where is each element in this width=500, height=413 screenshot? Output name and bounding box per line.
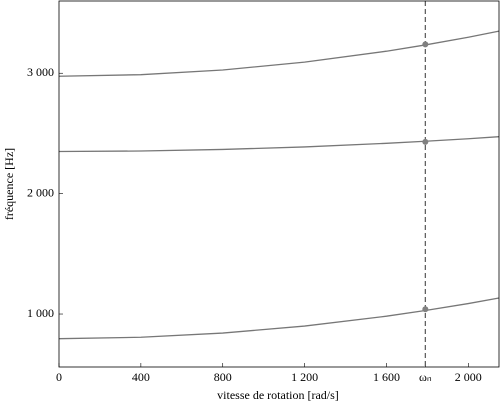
marker-point [422, 41, 429, 48]
x-axis-label: vitesse de rotation [rad/s] [217, 388, 339, 402]
y-tick-label: 1 000 [27, 306, 54, 320]
x-tick-label: 1 200 [291, 370, 318, 384]
x-tick-label: 0 [56, 370, 62, 384]
plot-frame [58, 0, 500, 368]
curve [58, 297, 500, 340]
marker-point [422, 138, 429, 145]
y-axis-label: fréquence [Hz] [2, 148, 16, 220]
x-tick-label: 1 600 [373, 370, 400, 384]
x-tick-label: ωₙ [419, 370, 432, 384]
y-tick-label: 3 000 [27, 65, 54, 79]
x-tick-label: 2 000 [455, 370, 482, 384]
marker-point [422, 306, 429, 313]
x-tick-label: 400 [132, 370, 150, 384]
curve [58, 30, 500, 77]
curve [58, 136, 500, 153]
y-tick-label: 2 000 [27, 185, 54, 199]
x-tick-label: 800 [214, 370, 232, 384]
